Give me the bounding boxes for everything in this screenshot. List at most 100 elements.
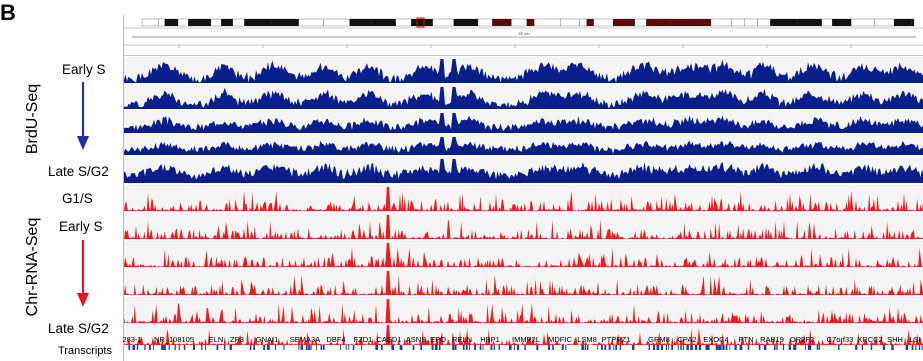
gene-block bbox=[915, 345, 917, 350]
gene-block bbox=[656, 345, 660, 350]
gene-block bbox=[216, 345, 219, 350]
gene-block bbox=[310, 345, 312, 350]
gene-block bbox=[438, 345, 441, 350]
gene-block bbox=[490, 345, 493, 350]
gene-block bbox=[308, 345, 310, 350]
gene-label: ELN bbox=[208, 335, 224, 344]
gene-block bbox=[144, 345, 146, 350]
gene-block bbox=[682, 345, 684, 350]
brdu-track-3 bbox=[124, 111, 923, 133]
ideogram-band bbox=[757, 18, 771, 27]
gene-label: DBF4 bbox=[326, 335, 346, 344]
chr-signal bbox=[124, 243, 923, 267]
ruler-ticks bbox=[178, 45, 852, 48]
ideogram-band bbox=[710, 18, 732, 27]
ideogram-band bbox=[349, 18, 371, 27]
gene-block bbox=[454, 345, 457, 350]
gene-block bbox=[677, 345, 679, 350]
gene-block bbox=[322, 345, 325, 350]
gene-label: RAB19 bbox=[760, 335, 784, 344]
gene-block bbox=[773, 345, 776, 350]
genome-browser[interactable]: 85 mb bbox=[123, 15, 923, 361]
gene-block bbox=[597, 345, 599, 350]
ideogram-band bbox=[271, 18, 299, 27]
gene-block bbox=[479, 345, 482, 350]
gene-block bbox=[132, 345, 136, 350]
gene-label: LSI bbox=[909, 335, 921, 344]
brdu-signal bbox=[124, 87, 923, 109]
gene-block bbox=[619, 345, 622, 350]
gene-label: PTPRZ1 bbox=[601, 335, 631, 344]
gene-block bbox=[565, 345, 567, 350]
gene-block bbox=[763, 345, 767, 350]
ideogram-band bbox=[534, 18, 561, 27]
brdu-signal bbox=[124, 59, 923, 83]
gene-block bbox=[739, 345, 743, 350]
gene-block bbox=[729, 345, 731, 350]
panel-letter: B bbox=[0, 0, 16, 25]
gene-block bbox=[391, 345, 395, 350]
gene-block bbox=[352, 345, 355, 350]
gene-label: RELN bbox=[451, 335, 473, 344]
brdu-signal bbox=[124, 159, 923, 183]
ideogram-band bbox=[821, 18, 833, 27]
ideogram-band bbox=[511, 18, 528, 27]
brdu-signal bbox=[124, 113, 923, 133]
gene-block bbox=[698, 345, 702, 350]
chr-track-1 bbox=[124, 185, 923, 211]
gene-block bbox=[795, 345, 797, 350]
ideogram-band bbox=[232, 18, 245, 27]
gene-block bbox=[586, 345, 589, 350]
gene-block bbox=[452, 345, 455, 350]
gene-block bbox=[320, 345, 323, 350]
chr-rna-seq-label: Chr-RNA-Seq bbox=[24, 217, 41, 317]
gene-label: HBP1 bbox=[480, 335, 500, 344]
gene-block bbox=[266, 345, 270, 350]
ideogram-band bbox=[874, 18, 895, 27]
brdu-early-s-label: Early S bbox=[62, 62, 106, 77]
gene-block bbox=[816, 345, 819, 350]
gene-block bbox=[412, 345, 415, 350]
gene-block bbox=[686, 345, 689, 350]
gene-block bbox=[316, 345, 317, 350]
gene-label: CASD1 bbox=[376, 335, 402, 344]
ideogram-band bbox=[298, 18, 324, 27]
gene-block bbox=[482, 345, 484, 350]
ideogram-band bbox=[477, 18, 493, 27]
gene-block bbox=[508, 345, 512, 350]
ideogram-band bbox=[432, 18, 454, 27]
gene-block bbox=[758, 345, 761, 350]
gene-block bbox=[694, 345, 698, 350]
gene-block bbox=[882, 345, 886, 350]
ideogram-band bbox=[210, 18, 222, 27]
chr-track-3 bbox=[124, 241, 923, 267]
gene-block bbox=[229, 345, 232, 350]
gene-block bbox=[705, 345, 709, 350]
gene-block bbox=[224, 345, 226, 350]
chr-arrow-icon bbox=[77, 240, 89, 307]
gene-block bbox=[631, 345, 635, 350]
ideogram-band bbox=[188, 18, 212, 27]
ideogram-band bbox=[579, 18, 587, 27]
gene-block bbox=[375, 345, 379, 350]
ideogram-band bbox=[851, 18, 875, 27]
gene-block bbox=[671, 345, 674, 350]
gene-block bbox=[305, 345, 308, 350]
gene-block bbox=[465, 345, 468, 350]
ideogram-band bbox=[586, 18, 594, 27]
ideogram-band bbox=[158, 18, 165, 27]
ideogram-band bbox=[911, 18, 915, 27]
brdu-track-5 bbox=[124, 157, 923, 183]
gene-block bbox=[275, 345, 277, 350]
brdu-seq-label: BrdU-Seq bbox=[24, 83, 41, 155]
gene-block bbox=[434, 345, 438, 350]
gene-block bbox=[524, 345, 526, 350]
gene-block bbox=[921, 345, 923, 350]
chr-signal bbox=[124, 299, 923, 323]
scale-label: 85 mb bbox=[518, 31, 530, 36]
gene-block bbox=[793, 345, 796, 350]
gene-block bbox=[178, 345, 180, 350]
gene-block bbox=[805, 345, 807, 350]
gene-label: 283-1 bbox=[122, 335, 142, 344]
ideogram-band bbox=[164, 18, 179, 27]
